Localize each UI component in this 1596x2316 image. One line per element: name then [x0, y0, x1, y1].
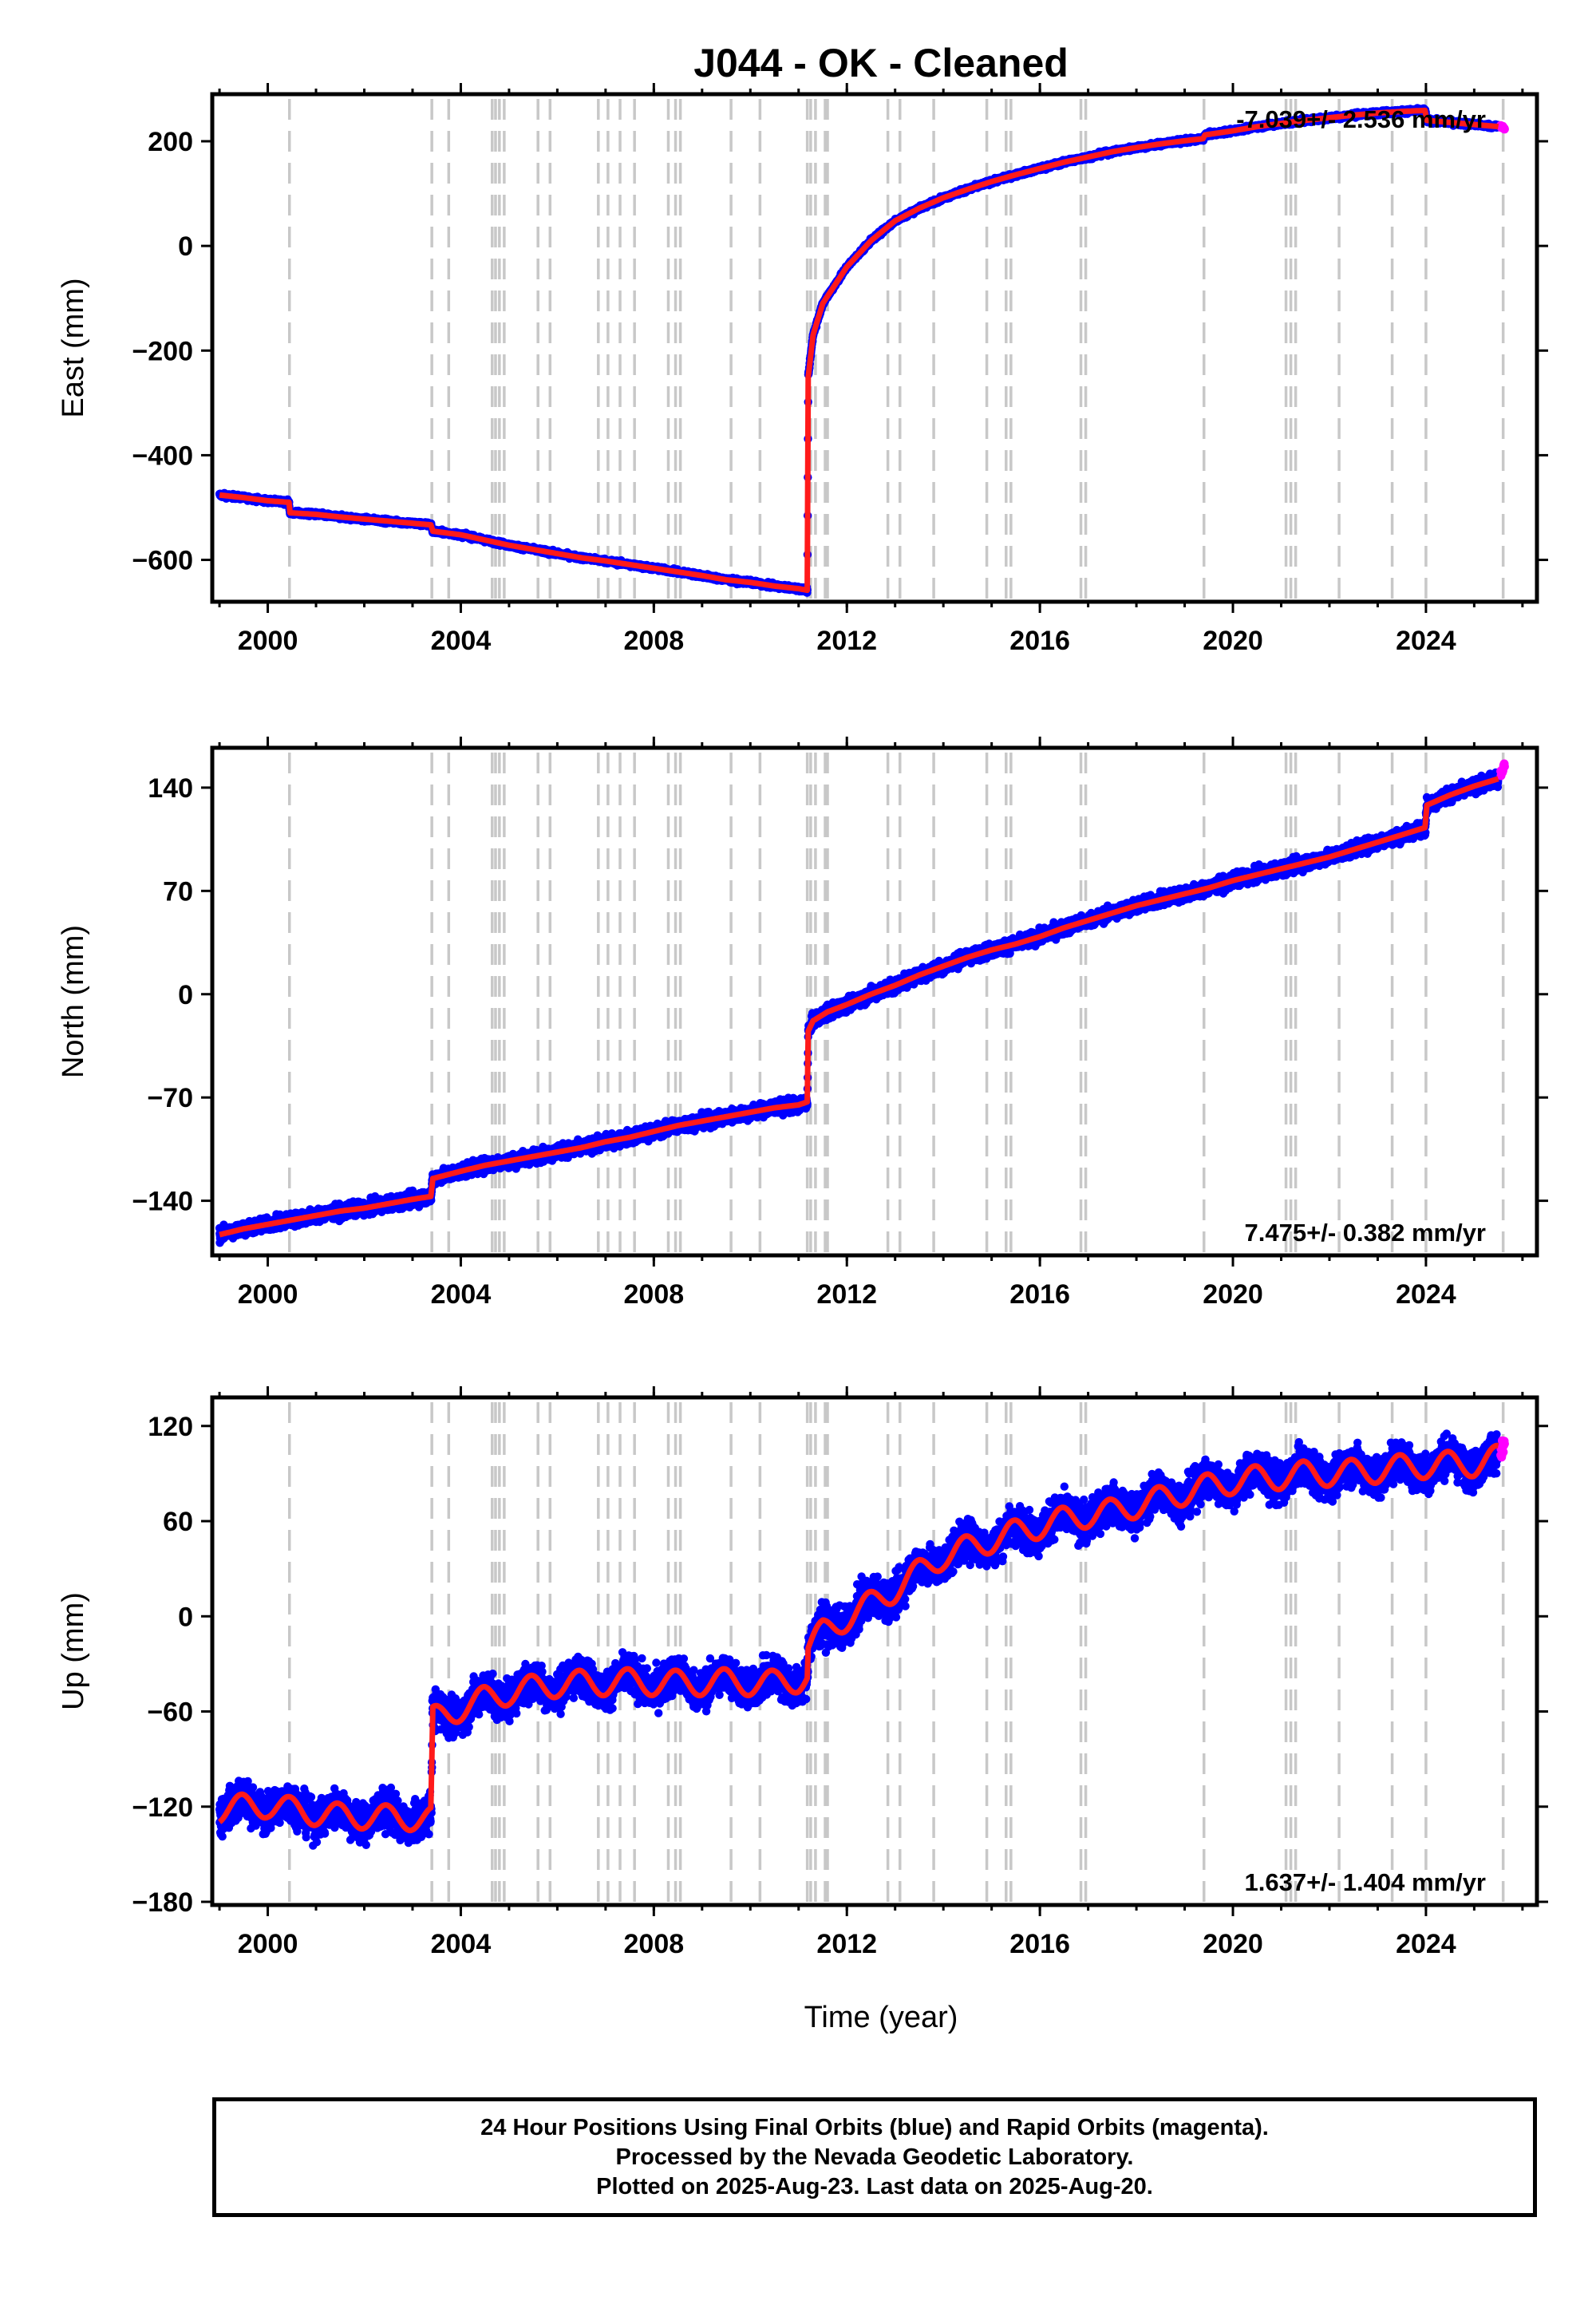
panel-east: 2000 2004 2008 2012 2016 2020 20242000−200−400…	[57, 83, 1548, 656]
event-lines-east	[288, 99, 1505, 599]
panels-group: 2000 2004 2008 2012 2016 2020 20242000−200−400…	[57, 83, 1548, 1959]
chart-title: J044 - OK - Cleaned	[693, 41, 1069, 85]
